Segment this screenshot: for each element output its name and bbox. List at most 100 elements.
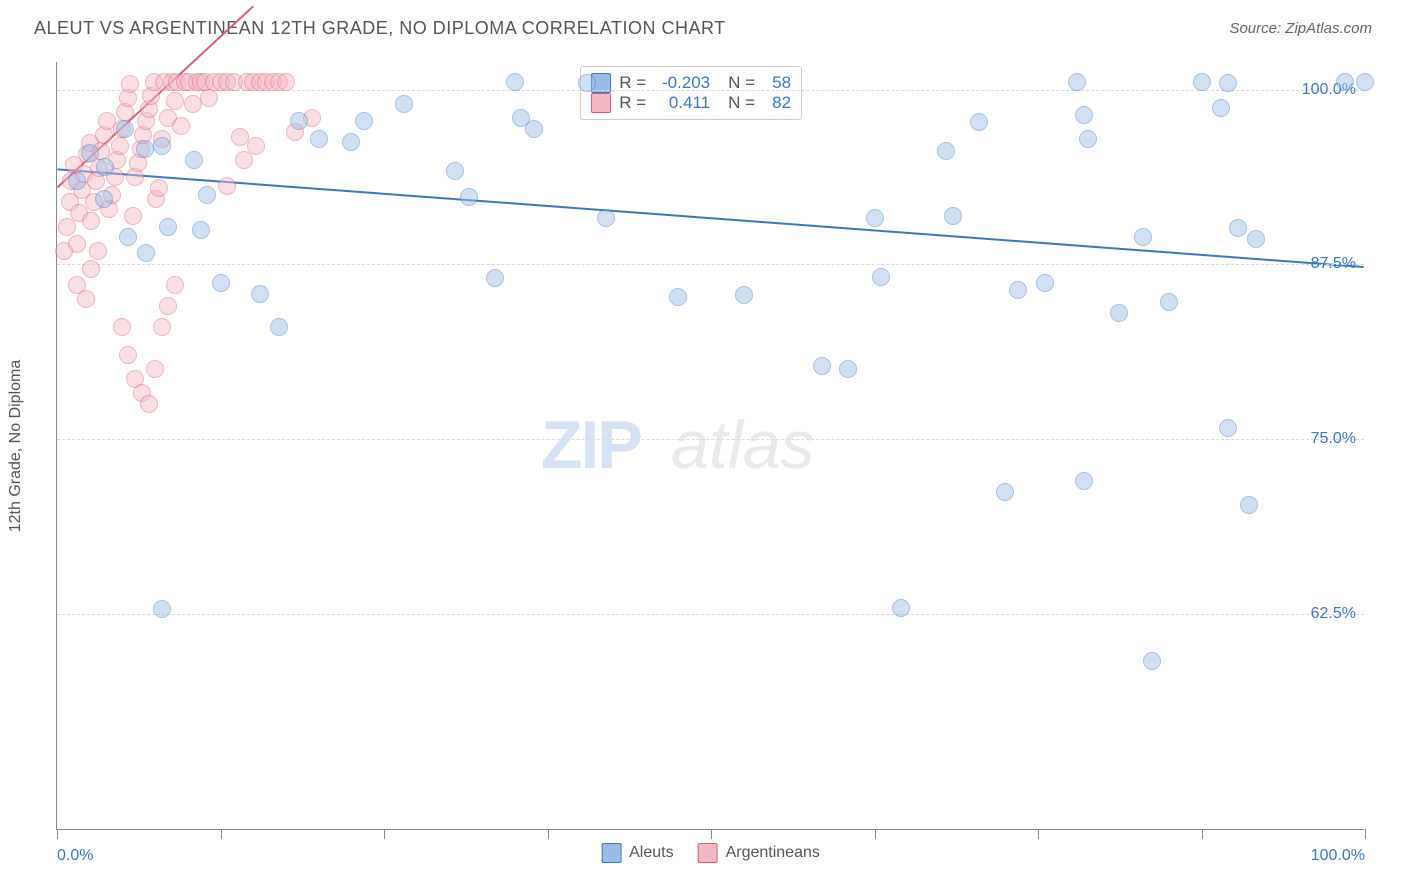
r-value: 0.411 — [654, 93, 710, 113]
data-point — [578, 74, 596, 92]
data-point — [172, 117, 190, 135]
data-point — [124, 207, 142, 225]
data-point — [146, 360, 164, 378]
legend-item: Aleuts — [601, 843, 673, 863]
data-point — [218, 177, 236, 195]
x-tick — [711, 829, 712, 839]
x-tick-label: 0.0% — [57, 847, 93, 865]
y-tick-label: 62.5% — [1311, 605, 1356, 623]
x-tick — [875, 829, 876, 839]
data-point — [1160, 293, 1178, 311]
data-point — [1229, 219, 1247, 237]
data-point — [136, 140, 154, 158]
x-tick — [1365, 829, 1366, 839]
data-point — [68, 172, 86, 190]
chart-title: ALEUT VS ARGENTINEAN 12TH GRADE, NO DIPL… — [34, 18, 726, 39]
data-point — [247, 137, 265, 155]
data-point — [277, 73, 295, 91]
watermark-zip: ZIP — [541, 407, 641, 483]
data-point — [251, 285, 269, 303]
data-point — [1075, 472, 1093, 490]
data-point — [1193, 73, 1211, 91]
trend-lines-layer — [57, 62, 1364, 829]
data-point — [1212, 99, 1230, 117]
data-point — [970, 113, 988, 131]
x-tick — [1038, 829, 1039, 839]
data-point — [1134, 228, 1152, 246]
x-tick — [1202, 829, 1203, 839]
data-point — [212, 274, 230, 292]
data-point — [506, 73, 524, 91]
data-point — [735, 286, 753, 304]
series-legend: Aleuts Argentineans — [601, 843, 820, 863]
data-point — [597, 209, 615, 227]
data-point — [813, 357, 831, 375]
legend-item: Argentineans — [698, 843, 820, 863]
data-point — [1068, 73, 1086, 91]
data-point — [395, 95, 413, 113]
data-point — [270, 318, 288, 336]
data-point — [116, 120, 134, 138]
data-point — [839, 360, 857, 378]
x-tick — [384, 829, 385, 839]
x-tick-label: 100.0% — [1311, 847, 1365, 865]
data-point — [82, 260, 100, 278]
title-bar: ALEUT VS ARGENTINEAN 12TH GRADE, NO DIPL… — [34, 18, 1372, 39]
data-point — [113, 318, 131, 336]
data-point — [77, 290, 95, 308]
n-label: N = — [728, 93, 755, 113]
data-point — [310, 130, 328, 148]
data-point — [137, 244, 155, 262]
data-point — [669, 288, 687, 306]
data-point — [121, 75, 139, 93]
data-point — [153, 137, 171, 155]
data-point — [486, 269, 504, 287]
data-point — [150, 179, 168, 197]
legend-swatch — [601, 843, 621, 863]
data-point — [1336, 73, 1354, 91]
legend-label: Argentineans — [726, 844, 820, 862]
data-point — [95, 190, 113, 208]
watermark-atlas: atlas — [671, 407, 815, 483]
data-point — [1219, 419, 1237, 437]
data-point — [166, 92, 184, 110]
data-point — [119, 228, 137, 246]
scatter-plot-area: ZIP atlas R =-0.203N =58R =0.411N =82 Al… — [56, 62, 1364, 830]
data-point — [937, 142, 955, 160]
data-point — [1240, 496, 1258, 514]
data-point — [192, 221, 210, 239]
data-point — [1036, 274, 1054, 292]
data-point — [1009, 281, 1027, 299]
data-point — [1356, 73, 1374, 91]
legend-label: Aleuts — [629, 844, 673, 862]
data-point — [89, 242, 107, 260]
data-point — [355, 112, 373, 130]
data-point — [1075, 106, 1093, 124]
data-point — [446, 162, 464, 180]
data-point — [153, 600, 171, 618]
data-point — [82, 212, 100, 230]
data-point — [166, 276, 184, 294]
data-point — [342, 133, 360, 151]
data-point — [200, 89, 218, 107]
legend-swatch — [698, 843, 718, 863]
data-point — [996, 483, 1014, 501]
data-point — [96, 158, 114, 176]
y-tick-label: 87.5% — [1311, 255, 1356, 273]
watermark-logo: ZIP atlas — [541, 406, 881, 486]
x-tick — [221, 829, 222, 839]
trend-line — [57, 169, 1363, 267]
data-point — [525, 120, 543, 138]
data-point — [892, 599, 910, 617]
data-point — [111, 137, 129, 155]
correlation-stats-box: R =-0.203N =58R =0.411N =82 — [580, 66, 802, 120]
data-point — [140, 395, 158, 413]
data-point — [119, 346, 137, 364]
n-value: 82 — [763, 93, 791, 113]
r-label: R = — [619, 93, 646, 113]
data-point — [1219, 74, 1237, 92]
data-point — [460, 188, 478, 206]
data-point — [872, 268, 890, 286]
data-point — [1079, 130, 1097, 148]
data-point — [1143, 652, 1161, 670]
